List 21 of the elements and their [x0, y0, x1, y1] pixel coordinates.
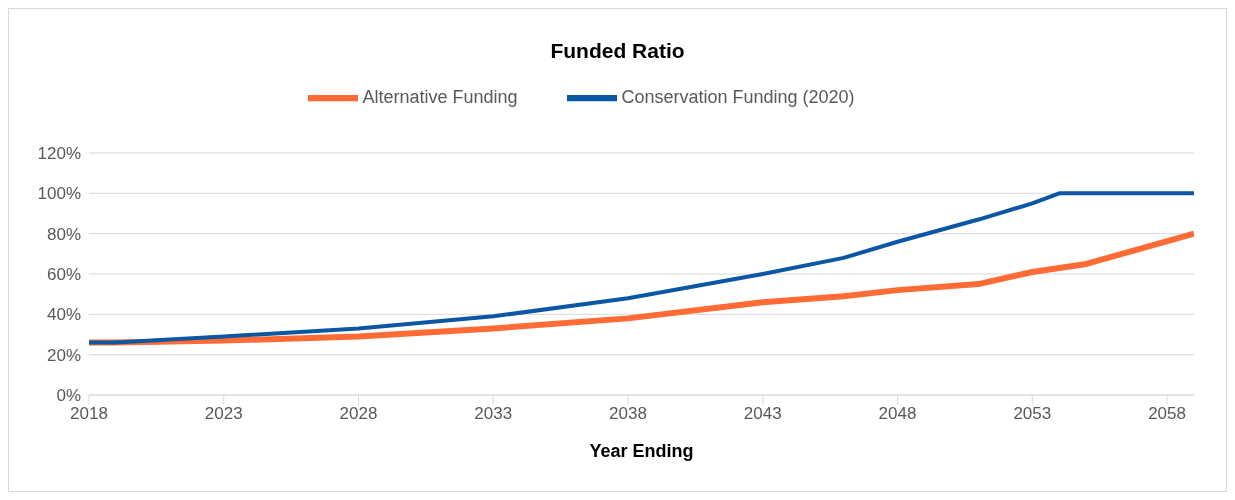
y-tick-label: 20% — [46, 345, 81, 365]
x-axis-title: Year Ending — [589, 441, 694, 461]
chart-title: Funded Ratio — [549, 39, 686, 63]
x-tick-label: 2038 — [609, 404, 647, 424]
x-tick-label: 2028 — [339, 404, 378, 424]
y-tick-label: 120% — [37, 144, 81, 164]
x-tick-label: 2048 — [878, 404, 917, 424]
x-tick-label: 2058 — [1148, 404, 1186, 424]
y-tick-label: 40% — [46, 305, 81, 325]
y-tick-label: 80% — [46, 224, 81, 244]
y-tick-label: 100% — [37, 184, 81, 204]
x-tick-label: 2043 — [743, 404, 782, 424]
y-tick-label: 60% — [46, 265, 81, 285]
y-tick-label: 0% — [56, 386, 81, 406]
line-series — [89, 191, 1194, 345]
x-tick-label: 2018 — [70, 404, 108, 424]
x-tick-label: 2033 — [474, 404, 513, 424]
legend-label: Alternative Funding — [362, 86, 518, 107]
x-tick-label: 2053 — [1013, 404, 1052, 424]
legend-label: Conservation Funding (2020) — [621, 86, 855, 107]
x-tick-label: 2023 — [204, 404, 243, 424]
